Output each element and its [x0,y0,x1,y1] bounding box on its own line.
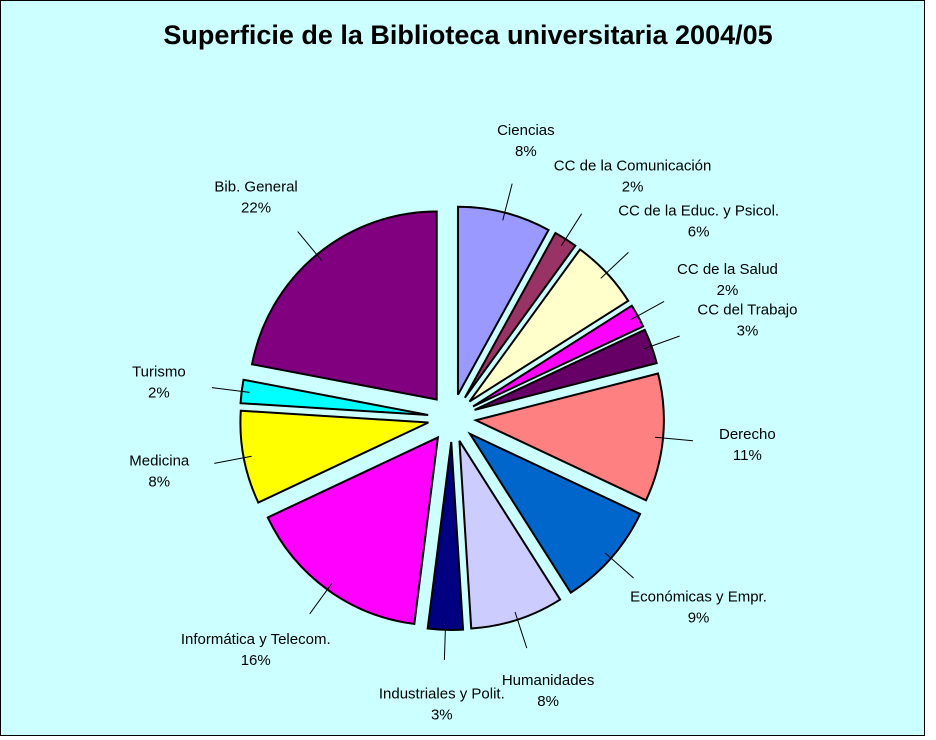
category-name: Económicas y Empr. [630,588,767,606]
category-name: CC del Trabajo [697,301,798,319]
pie-slice [250,210,438,401]
leader-line [309,582,333,615]
slice-label: Bib. General 22% [214,176,297,218]
leader-line [604,552,634,579]
value-label: 9% [687,609,710,627]
category-name: Turismo [132,363,186,381]
slice-label: Turismo 2% [132,361,186,403]
category-name: Humanidades [501,671,595,689]
value-label: 2% [621,178,644,196]
category-name: Informática y Telecom. [180,630,331,648]
value-label: 16% [240,651,271,669]
value-label: 11% [732,446,762,464]
leader-line [600,251,629,279]
value-label: 6% [687,223,710,241]
category-name: Ciencias [497,121,555,139]
slice-label: CC del Trabajo 3% [697,300,797,342]
value-label: 22% [241,199,272,217]
chart-title: Superficie de la Biblioteca universitari… [163,20,773,50]
category-name: Medicina [129,452,190,470]
slice-label: Económicas y Empr. 9% [630,587,767,629]
slice-label: Derecho 11% [719,424,776,466]
category-name: Industriales y Polit. [378,685,505,703]
leader-line [630,300,665,321]
leader-line [655,436,693,442]
leader-line [643,335,680,350]
leader-line [443,621,447,660]
leader-line [214,455,252,464]
category-name: CC de la Comunicación [553,157,712,175]
slice-label: Medicina 8% [129,451,189,493]
value-label: 8% [515,142,537,160]
slice-label: CC de la Comunicación 2% [554,155,712,197]
slice-label: Ciencias 8% [497,119,555,161]
slice-label: CC de la Salud 2% [677,259,778,301]
value-label: 8% [537,692,559,710]
category-name: Bib. General [214,178,298,196]
value-label: 3% [430,706,453,724]
slice-label: Industriales y Polit. 3% [379,683,505,725]
slice-label: Humanidades 8% [502,670,595,712]
leader-line [514,611,528,649]
slice-label: Informática y Telecom. 16% [181,629,331,671]
leader-line [211,387,250,393]
category-name: CC de la Educ. y Psicol. [618,202,780,220]
leader-line [297,231,323,262]
leader-line [560,213,583,247]
category-name: Derecho [719,425,776,443]
value-label: 8% [148,473,171,491]
category-name: CC de la Salud [677,260,778,278]
slice-label: CC de la Educ. y Psicol. 6% [618,201,779,243]
value-label: 3% [736,322,759,340]
value-label: 2% [148,384,170,402]
value-label: 2% [716,281,739,299]
leader-line [502,183,513,221]
